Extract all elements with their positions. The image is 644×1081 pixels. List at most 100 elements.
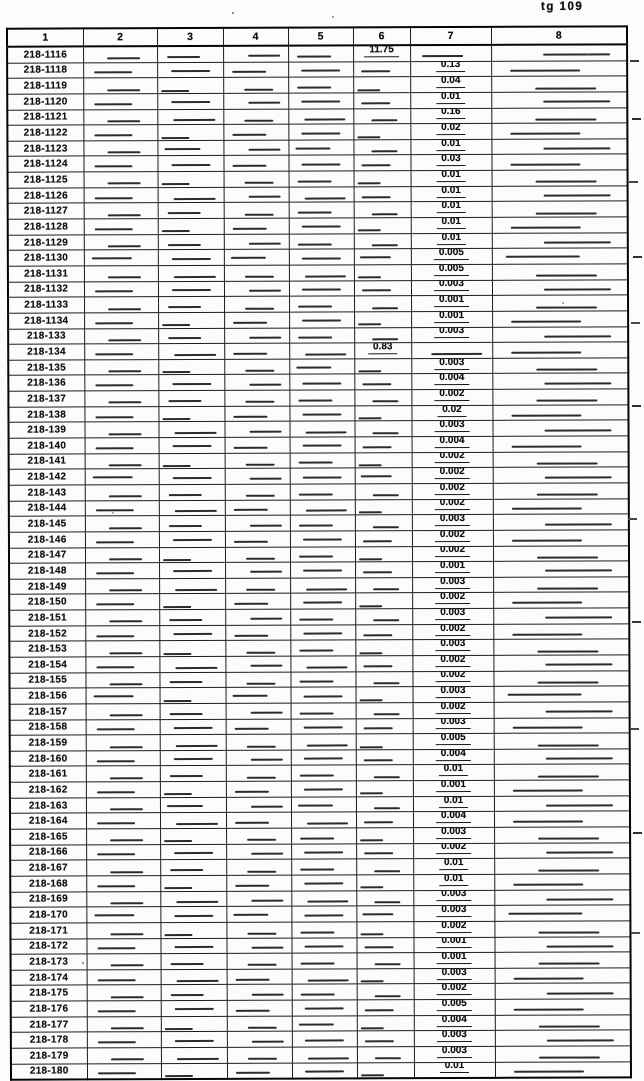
row-id-cell: 218-166 (10, 844, 87, 861)
data-cell (84, 312, 159, 329)
data-cell: 0.01 (413, 874, 495, 891)
data-cell (157, 140, 224, 157)
row-id-cell: 218-1126 (7, 187, 84, 204)
data-cell (225, 624, 291, 641)
data-cell (159, 609, 226, 626)
data-cell (291, 859, 357, 876)
data-cell (493, 607, 630, 625)
data-cell (84, 437, 159, 454)
data-cell (160, 1063, 228, 1080)
data-cell (355, 577, 413, 594)
data-cell (290, 577, 356, 594)
data-cell: 0.003 (411, 326, 493, 343)
data-cell (288, 124, 354, 140)
row-id-cell: 218-151 (9, 609, 86, 626)
data-cell: 0.002 (411, 452, 493, 468)
row-id-cell: 218-174 (10, 969, 87, 986)
data-cell (224, 296, 290, 313)
cell-value: 0.01 (436, 170, 466, 183)
data-cell (491, 279, 629, 296)
data-cell (84, 422, 159, 438)
data-cell (158, 374, 225, 391)
data-cell (354, 514, 412, 531)
data-cell: 0.005 (410, 264, 492, 281)
data-cell (356, 827, 414, 844)
cell-value: 0.16 (436, 107, 466, 120)
data-cell (159, 781, 226, 798)
row-id-cell: 218-146 (8, 531, 85, 548)
data-cell: 0.005 (410, 248, 492, 265)
data-cell (85, 640, 160, 657)
data-cell (493, 623, 630, 640)
data-cell (85, 797, 160, 814)
data-cell (288, 108, 354, 125)
cell-value: 0.003 (434, 326, 470, 339)
data-cell (84, 453, 159, 470)
data-cell: 0.005 (412, 733, 494, 750)
cell-value: 0.02 (437, 405, 467, 417)
data-cell (86, 953, 161, 970)
data-cell (158, 515, 225, 532)
row-id: 218-169 (29, 893, 69, 906)
data-cell (225, 703, 291, 719)
data-cell (288, 139, 354, 156)
data-cell (157, 249, 224, 266)
data-cell (226, 906, 292, 923)
data-cell (86, 985, 161, 1001)
data-cell (354, 421, 412, 437)
data-cell (290, 780, 356, 797)
data-cell (86, 922, 161, 939)
data-cell (86, 969, 161, 986)
row-id-cell: 218-176 (10, 1000, 87, 1017)
data-cell (85, 594, 160, 610)
row-id: 218-173 (29, 956, 69, 968)
row-id: 218-153 (28, 643, 68, 655)
data-cell: 0.003 (412, 608, 494, 625)
data-cell (226, 922, 292, 938)
data-cell (289, 343, 355, 359)
data-cell (354, 452, 412, 469)
data-cell (224, 499, 290, 516)
data-cell (157, 108, 224, 125)
data-cell (223, 124, 289, 141)
row-id: 218-146 (27, 534, 67, 546)
row-id: 218-152 (28, 628, 67, 640)
data-cell: 0.003 (413, 905, 495, 922)
row-id-cell: 218-154 (9, 656, 86, 673)
data-cell: 0.001 (411, 311, 493, 328)
data-cell (223, 186, 289, 203)
data-cell (224, 468, 290, 485)
data-cell (288, 280, 355, 297)
data-cell (493, 592, 630, 609)
data-cell (355, 671, 413, 688)
data-cell (353, 61, 411, 78)
row-id: 218-150 (28, 596, 67, 608)
row-id-cell: 218-1133 (8, 297, 85, 314)
data-cell (290, 812, 357, 829)
data-cell (84, 468, 159, 485)
page-number-stamp: tg 109 (541, 1, 584, 13)
data-cell (83, 234, 158, 251)
data-cell (159, 672, 226, 688)
data-cell (84, 547, 160, 564)
data-cell (355, 561, 413, 578)
data-cell (291, 953, 357, 969)
data-cell (159, 765, 226, 782)
cell-value: 0.01 (438, 858, 469, 871)
data-cell (289, 405, 355, 422)
data-cell (223, 93, 289, 109)
cell-value: 0.003 (434, 420, 470, 433)
data-cell (158, 468, 225, 485)
data-cell: 0.002 (413, 921, 495, 938)
data-cell (224, 312, 290, 328)
data-cell (84, 484, 159, 501)
row-id: 218-180 (29, 1065, 69, 1078)
row-id-cell: 218-164 (9, 813, 87, 830)
cell-value: 0.002 (436, 921, 472, 933)
data-cell (157, 155, 224, 172)
data-cell: 0.001 (413, 936, 495, 953)
data-cell (354, 311, 412, 328)
data-cell (289, 389, 355, 406)
row-id: 218-178 (29, 1034, 69, 1046)
row-id: 218-155 (28, 674, 68, 687)
